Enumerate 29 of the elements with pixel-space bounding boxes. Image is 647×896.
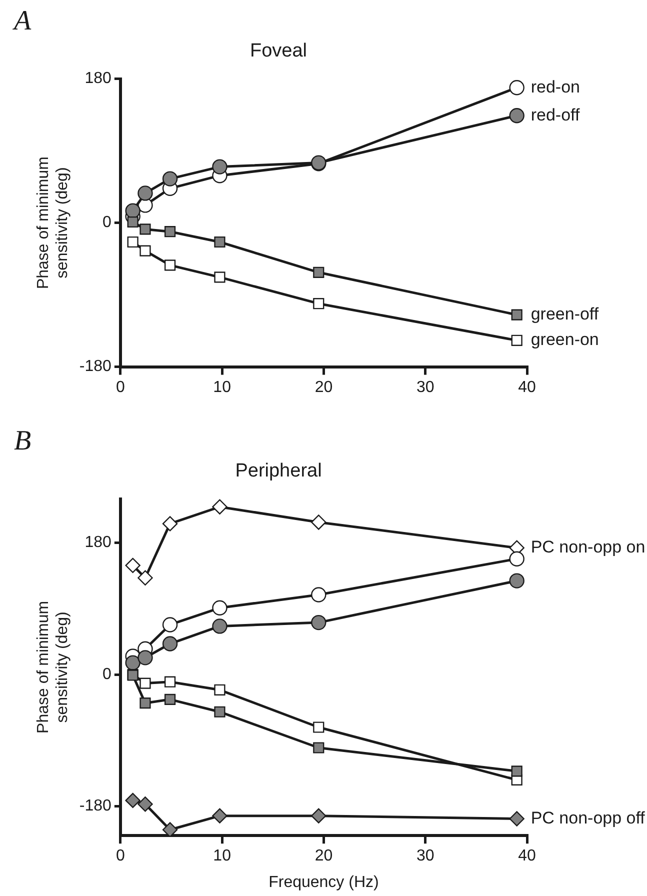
- x-tick-label: 40: [518, 378, 536, 396]
- text: A: [12, 5, 32, 36]
- y-tick-label: 0: [102, 666, 112, 683]
- chart-title: Peripheral: [235, 460, 322, 482]
- text: B: [14, 425, 32, 456]
- x-tick-label: 20: [314, 378, 333, 396]
- y-tick-label: 180: [84, 70, 112, 88]
- series-label: PC non-opp on: [530, 538, 646, 557]
- series-label: red-off: [530, 105, 580, 124]
- y-tick-label: -180: [79, 798, 112, 815]
- chart-title: Foveal: [250, 40, 308, 62]
- x-tick-label: 0: [116, 848, 125, 865]
- x-axis-title: Frequency (Hz): [268, 874, 379, 891]
- x-tick-label: 10: [213, 848, 232, 865]
- x-tick-label: 0: [116, 378, 125, 396]
- x-tick-label: 30: [416, 848, 434, 865]
- series-label: red-on: [530, 77, 580, 96]
- y-axis-title: Phase of minimum sensitivity (deg): [35, 156, 72, 290]
- y-tick-label: 0: [102, 214, 112, 232]
- y-tick-label: 180: [84, 534, 112, 552]
- x-tick-label: 40: [518, 848, 536, 865]
- y-tick-label: -180: [79, 358, 112, 376]
- series-label: green-on: [530, 330, 599, 350]
- x-tick-label: 30: [416, 378, 434, 396]
- y-axis-title: Phase of minimum sensitivity (deg): [35, 600, 72, 734]
- x-tick-label: 20: [314, 848, 333, 865]
- x-tick-label: 10: [213, 378, 232, 396]
- series-label: green-off: [530, 304, 599, 324]
- series-label: PC non-opp off: [530, 808, 646, 828]
